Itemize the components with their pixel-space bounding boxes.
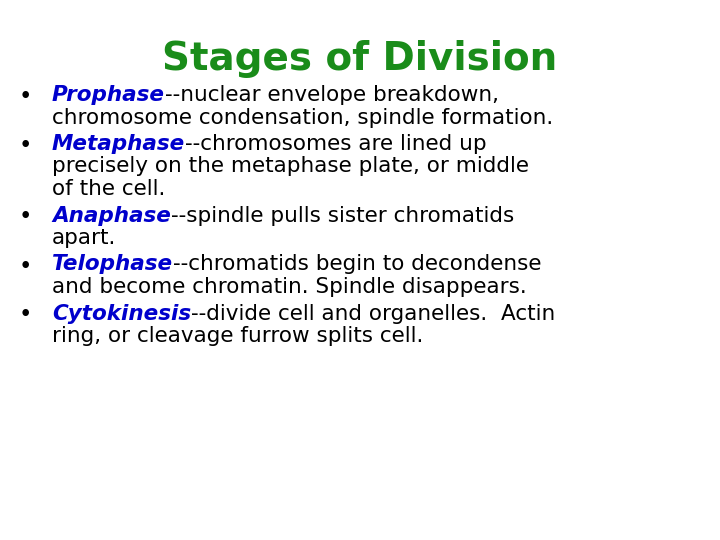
Text: •: •	[18, 303, 32, 327]
Text: Prophase: Prophase	[52, 85, 165, 105]
Text: --chromatids begin to decondense: --chromatids begin to decondense	[173, 254, 541, 274]
Text: and become chromatin. Spindle disappears.: and become chromatin. Spindle disappears…	[52, 277, 527, 297]
Text: •: •	[18, 206, 32, 228]
Text: precisely on the metaphase plate, or middle: precisely on the metaphase plate, or mid…	[52, 157, 529, 177]
Text: chromosome condensation, spindle formation.: chromosome condensation, spindle formati…	[52, 107, 553, 127]
Text: •: •	[18, 85, 32, 108]
Text: of the cell.: of the cell.	[52, 179, 166, 199]
Text: •: •	[18, 254, 32, 278]
Text: --chromosomes are lined up: --chromosomes are lined up	[185, 134, 487, 154]
Text: ring, or cleavage furrow splits cell.: ring, or cleavage furrow splits cell.	[52, 326, 423, 346]
Text: Anaphase: Anaphase	[52, 206, 171, 226]
Text: --divide cell and organelles.  Actin: --divide cell and organelles. Actin	[191, 303, 555, 323]
Text: •: •	[18, 134, 32, 157]
Text: apart.: apart.	[52, 228, 117, 248]
Text: Metaphase: Metaphase	[52, 134, 185, 154]
Text: Cytokinesis: Cytokinesis	[52, 303, 191, 323]
Text: --spindle pulls sister chromatids: --spindle pulls sister chromatids	[171, 206, 514, 226]
Text: --nuclear envelope breakdown,: --nuclear envelope breakdown,	[165, 85, 499, 105]
Text: Telophase: Telophase	[52, 254, 173, 274]
Text: Stages of Division: Stages of Division	[163, 40, 557, 78]
